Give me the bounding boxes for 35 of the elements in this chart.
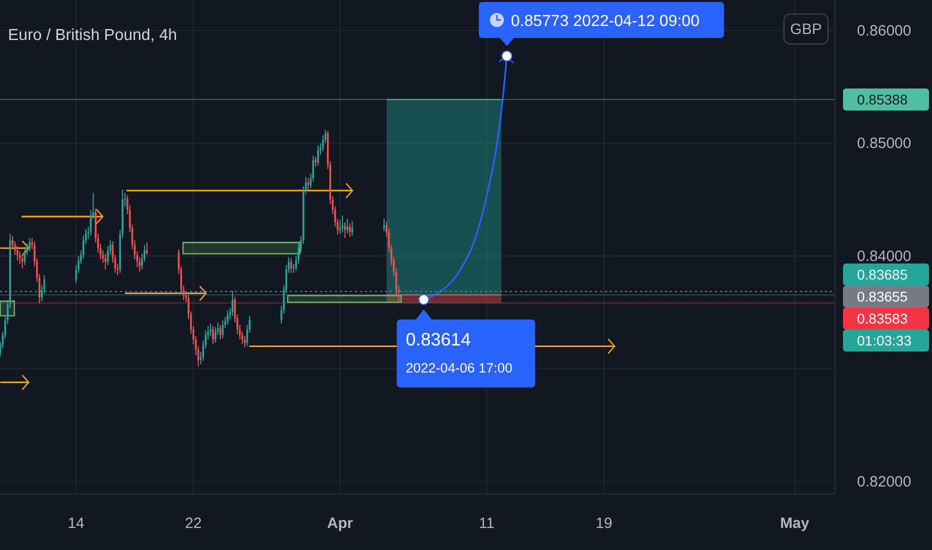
candlestick bbox=[146, 242, 148, 256]
y-tick-label: 0.82000 bbox=[857, 474, 912, 491]
candlestick bbox=[214, 326, 216, 344]
candlestick bbox=[307, 178, 310, 192]
y-tick-label: 0.86000 bbox=[857, 22, 912, 40]
ref-line-label: 0.85388 bbox=[857, 91, 908, 108]
candlestick bbox=[314, 156, 317, 168]
candlestick bbox=[342, 214, 344, 233]
y-tick-label: 0.84000 bbox=[857, 248, 912, 266]
text: Euro / British Pound, 4h bbox=[8, 27, 177, 44]
candlestick bbox=[16, 245, 18, 262]
annotation: 0.83614 2022-04-06 17:00 bbox=[406, 330, 512, 376]
ref-line-label: 0.83655 bbox=[857, 288, 908, 305]
candlestick bbox=[210, 323, 212, 337]
candlestick bbox=[104, 253, 106, 270]
annotation: 0.85773 2022-04-12 09:00 bbox=[510, 13, 700, 30]
x-tick-label: Apr bbox=[327, 515, 354, 532]
text: 01:03:33 bbox=[857, 332, 912, 349]
x-tick-label: 11 bbox=[478, 515, 494, 532]
ref-line-label: 0.83583 bbox=[857, 310, 908, 327]
candlestick bbox=[226, 310, 229, 326]
y-tick-label: 0.85000 bbox=[857, 135, 912, 152]
candlestick bbox=[383, 218, 385, 232]
candlestick bbox=[317, 144, 319, 166]
candlestick bbox=[346, 218, 348, 234]
candlestick bbox=[339, 219, 341, 234]
candlestick bbox=[28, 237, 31, 252]
ref-line-label: 0.83685 bbox=[857, 266, 908, 283]
x-tick-label: 19 bbox=[596, 515, 612, 532]
candlestick bbox=[212, 325, 214, 344]
x-tick-label: May bbox=[780, 515, 810, 532]
x-tick-label: 22 bbox=[185, 515, 202, 532]
candlestick bbox=[344, 222, 346, 238]
annotation: GBP bbox=[790, 21, 822, 38]
x-tick-label: 14 bbox=[68, 515, 84, 532]
